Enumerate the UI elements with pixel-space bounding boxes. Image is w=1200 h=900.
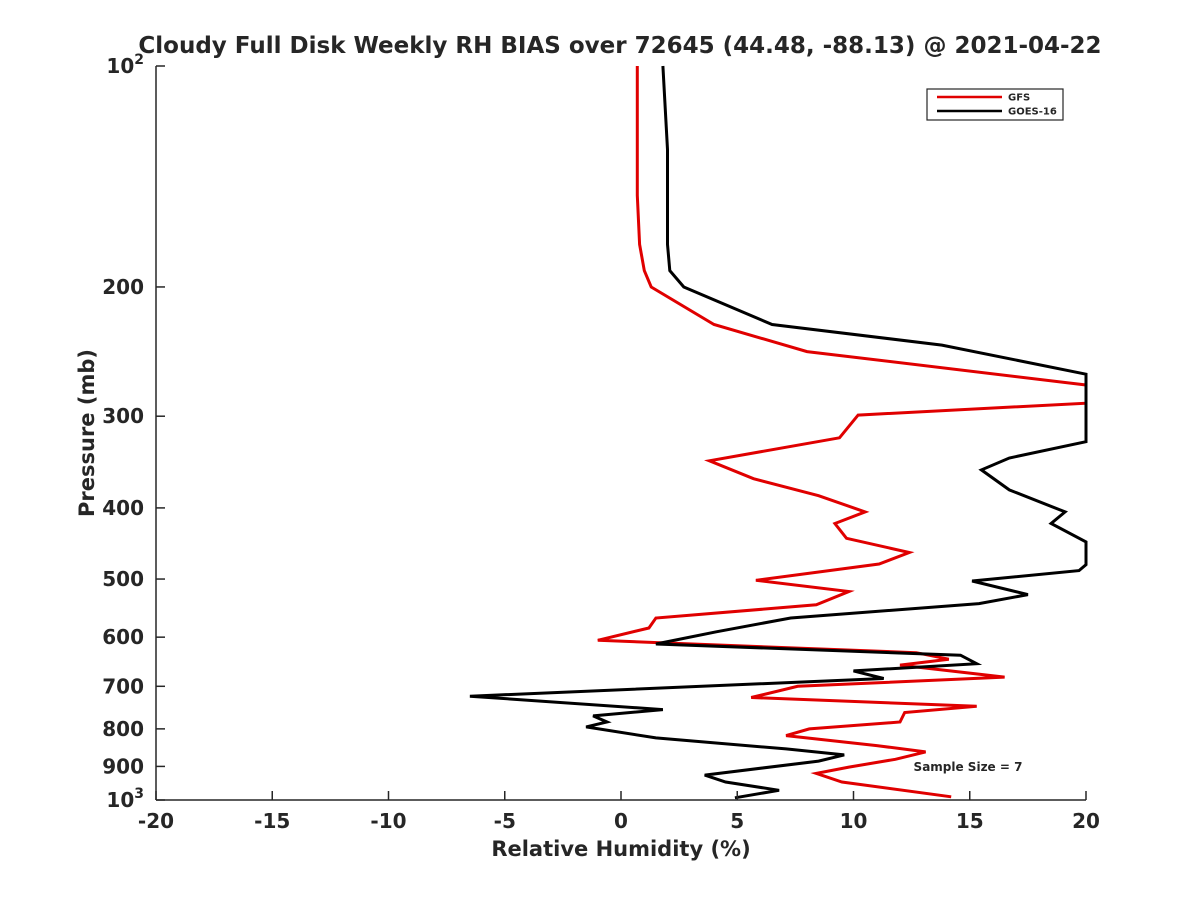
y-axis-label: Pressure (mb) — [75, 349, 99, 517]
y-tick-label: 200 — [102, 275, 144, 299]
x-tick-label: 15 — [956, 809, 984, 833]
y-tick-label: 400 — [102, 496, 144, 520]
x-tick-label: -10 — [370, 809, 406, 833]
legend: GFS GOES-16 — [926, 88, 1064, 121]
chart-title: Cloudy Full Disk Weekly RH BIAS over 726… — [138, 33, 1101, 59]
x-tick-label: -5 — [494, 809, 516, 833]
x-tick-label: 5 — [730, 809, 744, 833]
x-tick-label: 20 — [1072, 809, 1100, 833]
legend-label: GFS — [1008, 93, 1030, 104]
sample-size-annotation: Sample Size = 7 — [914, 760, 1023, 774]
y-tick-label: 300 — [102, 404, 144, 428]
series-line-goes16 — [469, 65, 1088, 800]
series-layer — [469, 65, 1088, 800]
series-line-gfs — [597, 66, 1088, 799]
legend-label: GOES-16 — [1008, 107, 1057, 118]
y-tick-label: 900 — [102, 754, 144, 778]
y-tick-label: 600 — [102, 625, 144, 649]
y-tick-label: 500 — [102, 567, 144, 591]
x-tick-label: -15 — [254, 809, 290, 833]
y-tick-label: 800 — [102, 717, 144, 741]
x-axis-ticks: -20 -15 -10 -5 0 5 10 15 20 — [138, 791, 1100, 833]
legend-box — [926, 88, 1064, 121]
x-tick-label: 10 — [840, 809, 868, 833]
x-tick-label: 0 — [614, 809, 628, 833]
x-axis-label: Relative Humidity (%) — [491, 837, 750, 861]
y-tick-label: 700 — [102, 674, 144, 698]
x-tick-label: -20 — [138, 809, 174, 833]
y-tick-label: 102 — [106, 52, 144, 78]
